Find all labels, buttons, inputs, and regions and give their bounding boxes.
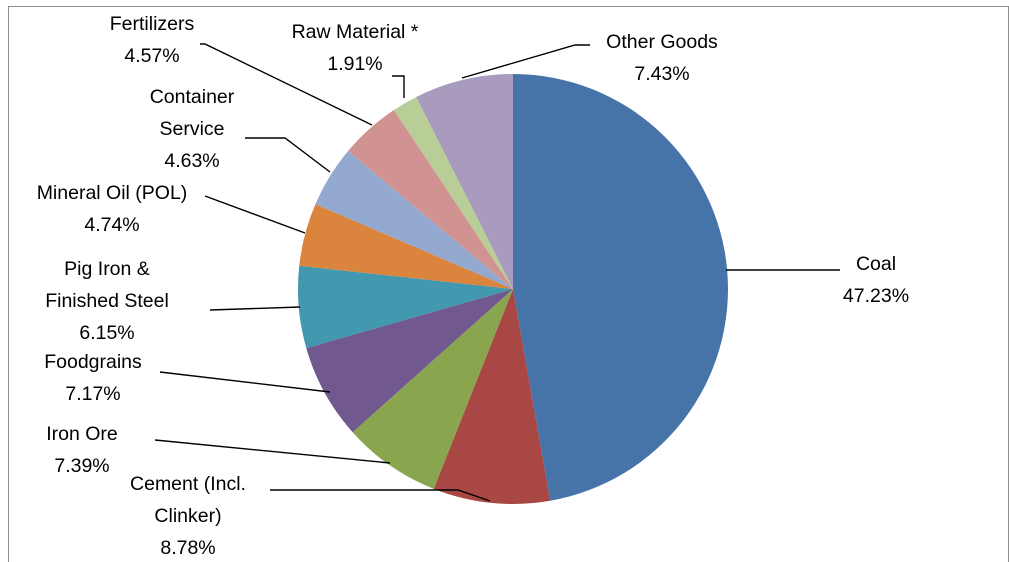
slice-label-9: Other Goods 7.43%: [606, 31, 718, 85]
slice-label-0: Coal 47.23%: [843, 253, 909, 307]
leader-line-5: [204, 195, 306, 234]
slice-label-8: Raw Material * 1.91%: [292, 21, 419, 75]
leader-line-7: [200, 43, 373, 126]
slice-label-7: Fertilizers 4.57%: [110, 13, 195, 67]
pie-slice-0: [513, 74, 728, 501]
slice-name-line-7: Fertilizers: [110, 13, 195, 35]
slice-name-line-1: Clinker): [154, 505, 221, 527]
slice-percent-0: 47.23%: [843, 285, 909, 307]
slice-name-line-6: Service: [159, 118, 224, 140]
slice-percent-6: 4.63%: [164, 150, 219, 172]
leader-line-1: [270, 489, 491, 502]
leader-line-3: [159, 371, 331, 393]
leader-line-9: [461, 44, 590, 79]
labels-layer: Coal 47.23% Cement (Incl. Clinker) 8.78% Iron…: [37, 13, 909, 559]
slice-label-3: Foodgrains 7.17%: [44, 351, 142, 405]
slice-name-line-9: Other Goods: [606, 31, 718, 53]
slice-percent-3: 7.17%: [65, 383, 120, 405]
leader-line-2: [154, 439, 391, 464]
slice-name-line-4: Pig Iron &: [64, 258, 150, 280]
slice-label-4: Pig Iron & Finished Steel 6.15%: [45, 258, 169, 344]
slice-name-line-4: Finished Steel: [45, 290, 169, 312]
pie-slice-4: [297, 265, 513, 349]
pie-slice-6: [315, 151, 513, 289]
pie-slice-1: [433, 289, 551, 504]
slice-label-6: Container Service 4.63%: [150, 86, 235, 172]
leader-line-4: [209, 306, 301, 311]
leader-line-8: [392, 75, 405, 98]
slice-percent-8: 1.91%: [327, 53, 382, 75]
slice-name-line-5: Mineral Oil (POL): [37, 182, 188, 204]
slice-name-line-8: Raw Material *: [292, 21, 419, 43]
pie-slice-3: [306, 289, 513, 433]
slice-label-1: Cement (Incl. Clinker) 8.78%: [130, 473, 246, 559]
slice-percent-2: 7.39%: [54, 455, 109, 477]
pie-slice-2: [352, 289, 513, 489]
slice-name-line-1: Cement (Incl.: [130, 473, 246, 495]
pie-slice-9: [416, 74, 513, 289]
slice-name-line-2: Iron Ore: [46, 423, 118, 445]
slice-label-5: Mineral Oil (POL) 4.74%: [37, 182, 188, 236]
pie-slice-8: [393, 97, 513, 289]
slices-layer: [297, 74, 728, 504]
slice-percent-1: 8.78%: [160, 537, 215, 559]
slice-name-line-3: Foodgrains: [44, 351, 142, 373]
slice-name-line-6: Container: [150, 86, 235, 108]
slice-percent-5: 4.74%: [84, 214, 139, 236]
leader-line-6: [245, 137, 331, 173]
pie-slice-7: [348, 109, 513, 289]
slice-label-2: Iron Ore 7.39%: [46, 423, 118, 477]
slice-percent-4: 6.15%: [79, 322, 134, 344]
slice-percent-9: 7.43%: [634, 63, 689, 85]
slice-name-line-0: Coal: [856, 253, 896, 275]
leader-lines-layer: [154, 43, 840, 502]
pie-slice-5: [299, 204, 513, 289]
slice-percent-7: 4.57%: [124, 45, 179, 67]
